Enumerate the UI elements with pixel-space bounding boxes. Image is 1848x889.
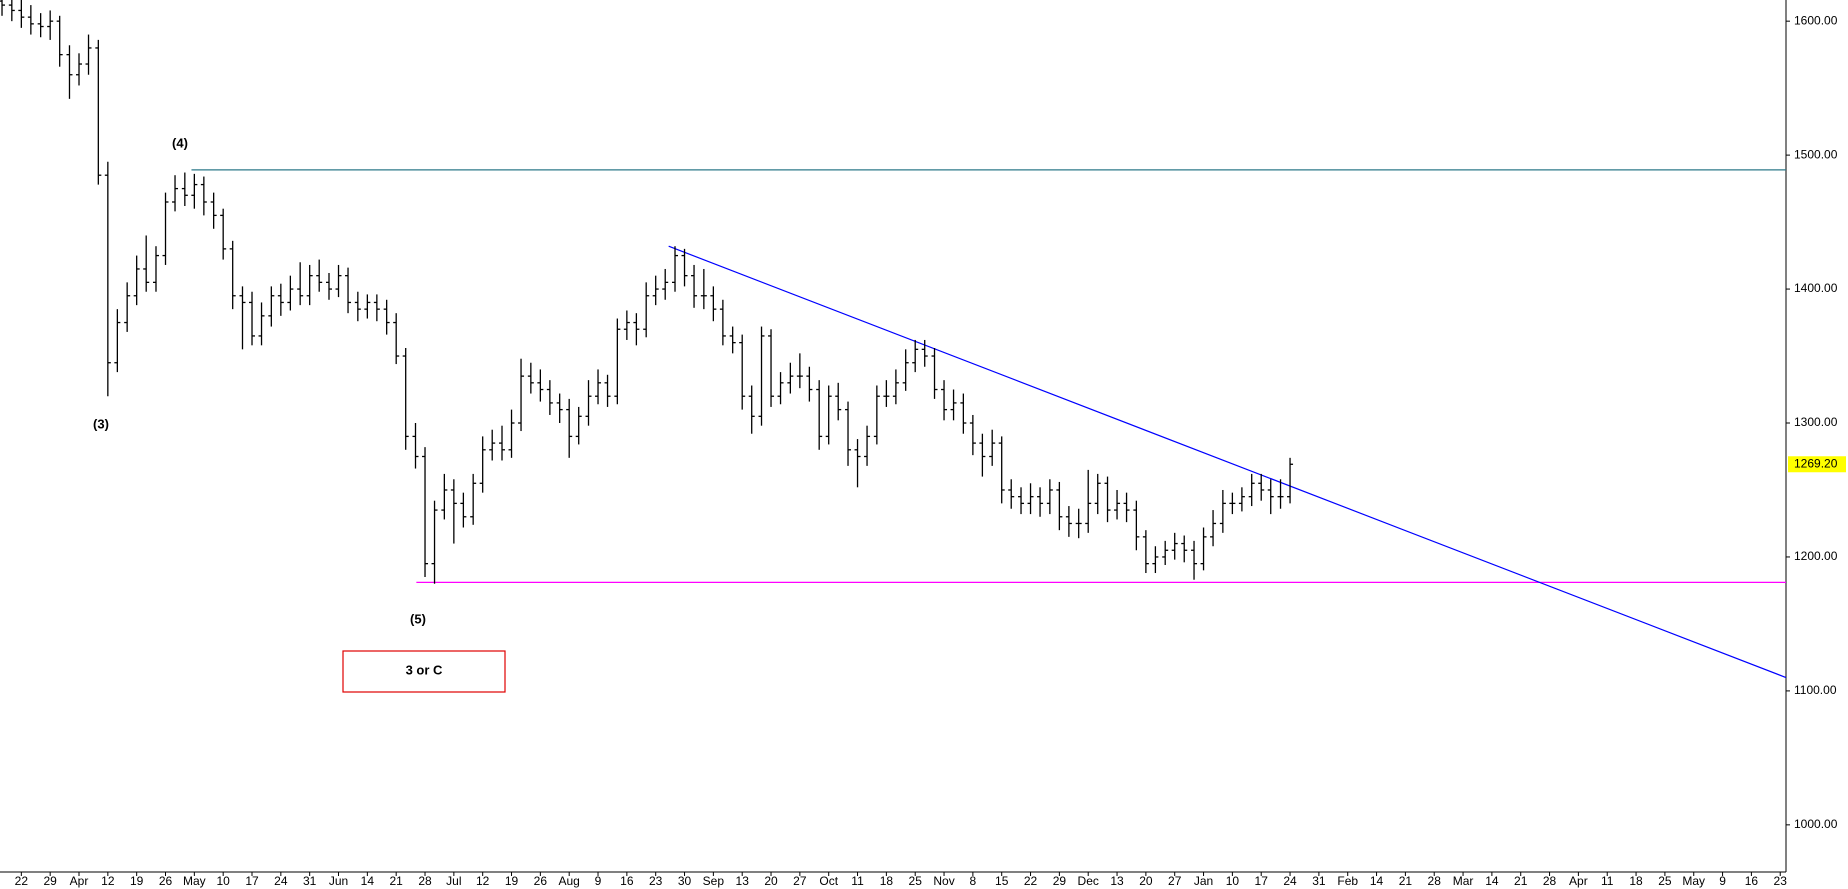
x-tick-label: 8 <box>970 874 977 888</box>
y-tick-label: 1000.00 <box>1794 817 1838 831</box>
last-price-label: 1269.20 <box>1794 456 1838 470</box>
box-label: 3 or C <box>406 662 443 677</box>
y-tick-label: 1400.00 <box>1794 281 1838 295</box>
last-price-box <box>1788 456 1846 473</box>
x-tick-label: 22 <box>1024 874 1038 888</box>
x-tick-label: Jan <box>1194 874 1213 888</box>
x-tick-label: 20 <box>1139 874 1153 888</box>
x-tick-label: 21 <box>1399 874 1413 888</box>
x-tick-label: 18 <box>1629 874 1643 888</box>
x-tick-label: Apr <box>70 874 89 888</box>
x-tick-label: Feb <box>1337 874 1358 888</box>
x-tick-label: 17 <box>1255 874 1269 888</box>
x-tick-label: 10 <box>1226 874 1240 888</box>
x-tick-label: 11 <box>851 874 864 888</box>
x-tick-label: 19 <box>130 874 144 888</box>
x-tick-label: 31 <box>303 874 317 888</box>
y-tick-label: 1200.00 <box>1794 549 1838 563</box>
x-tick-label: 13 <box>1110 874 1124 888</box>
x-tick-label: 18 <box>880 874 894 888</box>
x-tick-label: 13 <box>736 874 750 888</box>
x-tick-label: Mar <box>1453 874 1474 888</box>
x-tick-label: 9 <box>595 874 602 888</box>
trend-line <box>668 245 1787 679</box>
x-tick-label: 12 <box>101 874 115 888</box>
x-tick-label: 14 <box>361 874 375 888</box>
x-tick-label: 27 <box>1168 874 1182 888</box>
x-tick-label: 14 <box>1485 874 1499 888</box>
x-tick-label: 15 <box>995 874 1009 888</box>
wave-label: (5) <box>410 611 426 626</box>
x-tick-label: 16 <box>1745 874 1759 888</box>
x-tick-label: 28 <box>1428 874 1442 888</box>
x-tick-label: Aug <box>559 874 580 888</box>
x-tick-label: 21 <box>1514 874 1528 888</box>
x-tick-label: 11 <box>1601 874 1614 888</box>
x-tick-label: 27 <box>793 874 807 888</box>
x-tick-label: May <box>1682 874 1705 888</box>
x-tick-label: 23 <box>1774 874 1788 888</box>
x-tick-label: 10 <box>216 874 230 888</box>
x-tick-label: 12 <box>476 874 490 888</box>
y-tick-label: 1500.00 <box>1794 147 1838 161</box>
x-tick-label: 22 <box>15 874 29 888</box>
x-tick-label: 28 <box>418 874 432 888</box>
x-tick-label: 24 <box>274 874 288 888</box>
wave-label: (3) <box>93 416 109 431</box>
x-tick-label: 17 <box>245 874 259 888</box>
x-tick-label: 31 <box>1312 874 1326 888</box>
x-tick-label: 23 <box>649 874 663 888</box>
x-tick-label: 9 <box>1719 874 1726 888</box>
x-tick-label: 20 <box>764 874 778 888</box>
x-tick-label: 26 <box>159 874 173 888</box>
x-tick-label: 19 <box>505 874 519 888</box>
label-box <box>342 650 506 693</box>
x-tick-label: Sep <box>703 874 725 888</box>
y-tick-label: 1600.00 <box>1794 13 1838 27</box>
wave-label: (4) <box>172 135 188 150</box>
x-tick-label: 16 <box>620 874 634 888</box>
x-tick-label: 30 <box>678 874 692 888</box>
x-tick-label: 29 <box>1053 874 1067 888</box>
x-tick-label: Jun <box>329 874 348 888</box>
x-tick-label: 25 <box>1658 874 1672 888</box>
x-tick-label: Dec <box>1078 874 1099 888</box>
x-tick-label: 25 <box>909 874 923 888</box>
x-tick-label: 28 <box>1543 874 1557 888</box>
x-tick-label: Apr <box>1569 874 1588 888</box>
x-tick-label: Oct <box>819 874 838 888</box>
x-tick-label: May <box>183 874 206 888</box>
x-tick-label: Jul <box>446 874 461 888</box>
x-tick-label: 14 <box>1370 874 1384 888</box>
y-tick-label: 1300.00 <box>1794 415 1838 429</box>
x-tick-label: 29 <box>43 874 57 888</box>
x-tick-label: 24 <box>1283 874 1297 888</box>
x-tick-label: 21 <box>390 874 404 888</box>
y-tick-label: 1100.00 <box>1794 683 1837 697</box>
x-tick-label: 26 <box>534 874 548 888</box>
x-tick-label: Nov <box>933 874 954 888</box>
